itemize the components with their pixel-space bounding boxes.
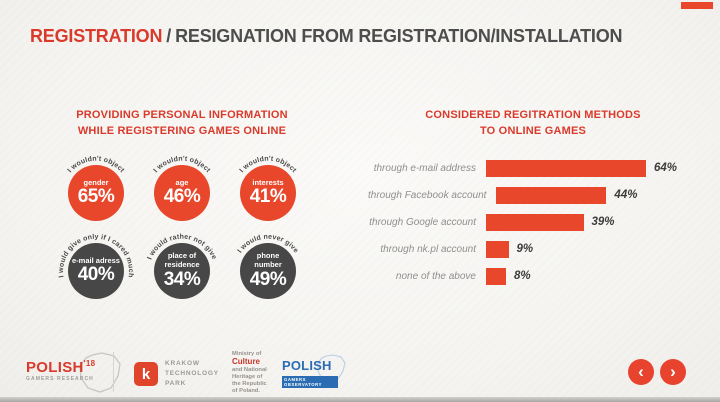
bar-label-google: through Google account	[369, 216, 476, 228]
next-slide-button[interactable]: ›	[660, 359, 686, 385]
polish-gamers-observatory-logo: POLISH GAMERS OBSERVATORY	[282, 354, 346, 391]
bubble-phone-value: 49%	[249, 268, 287, 290]
ministry-line2: Culture	[232, 357, 260, 367]
prev-slide-button[interactable]: ‹	[628, 359, 654, 385]
bubble-interests-label: interests	[252, 177, 284, 187]
bubble-gender-value: 65%	[77, 186, 115, 208]
bubble-gender: gender 65%	[68, 164, 124, 221]
bubble-interests-value: 41%	[249, 186, 287, 208]
circle-age: I wouldn't object age 46%	[139, 146, 225, 223]
bar-value-none: 8%	[514, 270, 531, 283]
circle-email: I would give only if I cared much e-mail…	[53, 224, 139, 301]
bar-facebook	[496, 186, 607, 204]
ministry-line3: and National	[232, 366, 267, 373]
bubble-phone: phone number 49%	[240, 242, 296, 299]
bar-label-nkpl: through nk.pl account	[380, 243, 476, 255]
bubble-residence-value: 34%	[163, 268, 201, 290]
bubble-phone-label: phone number	[254, 251, 282, 269]
ktp-line3: PARK	[165, 380, 187, 388]
pgr-logo-year: '18	[83, 359, 96, 368]
krakow-technology-park-logo: k KRAKOW TECHNOLOGY PARK	[134, 359, 219, 389]
bar-google	[486, 213, 584, 231]
bar-email	[486, 159, 646, 177]
pgr-logo-name: POLISH'18	[26, 359, 96, 376]
registration-methods-title-line1: CONSIDERED REGITRATION METHODS	[425, 109, 641, 121]
slide-nav: ‹ ›	[628, 359, 686, 385]
bubble-interests: interests 41%	[240, 164, 296, 221]
bubble-residence-label: place of residence	[164, 251, 200, 269]
ministry-line1: Ministry of	[232, 351, 262, 357]
bar-nkpl	[486, 240, 509, 258]
ktp-k-icon: k	[134, 362, 158, 387]
personal-info-title-line2: WHILE REGISTERING GAMES ONLINE	[77, 124, 287, 137]
bubble-email-label: e-mail adress	[72, 255, 120, 265]
circle-grid: I wouldn't object gender 65% I wouldn't …	[36, 146, 328, 301]
ktp-logo-text: KRAKOW TECHNOLOGY PARK	[165, 359, 219, 389]
ktp-line2: TECHNOLOGY	[165, 370, 219, 378]
bar-row-nkpl: through nk.pl account 9%	[368, 240, 698, 258]
bubble-residence: place of residence 34%	[154, 242, 210, 299]
pgo-logo-name: POLISH	[282, 358, 332, 373]
footer-divider	[113, 352, 114, 392]
registration-methods-section: CONSIDERED REGITRATION METHODS TO ONLINE…	[368, 108, 698, 285]
bar-value-facebook: 44%	[614, 189, 638, 202]
bubble-age-value: 46%	[163, 186, 201, 208]
circle-interests: I wouldn't object interests 41%	[225, 146, 311, 223]
bar-row-email: through e-mail address 64%	[368, 159, 698, 177]
bar-chart: through e-mail address 64% through Faceb…	[368, 159, 698, 285]
bar-row-google: through Google account 39%	[368, 213, 698, 231]
bar-label-facebook: through Facebook account	[368, 189, 487, 201]
circle-gender: I wouldn't object gender 65%	[53, 146, 139, 223]
bubble-age: age 46%	[154, 164, 210, 221]
bar-row-none: none of the above 8%	[368, 267, 698, 285]
circle-phone: I would never give phone number 49%	[225, 224, 311, 301]
bubble-email-value: 40%	[77, 264, 115, 286]
personal-info-title: PROVIDING PERSONAL INFORMATION WHILE REG…	[36, 108, 328, 140]
bar-row-facebook: through Facebook account 44%	[368, 186, 698, 204]
ktp-line1: KRAKOW	[165, 360, 200, 367]
personal-info-section: PROVIDING PERSONAL INFORMATION WHILE REG…	[36, 108, 328, 301]
page-title-separator: /	[166, 26, 172, 46]
bubble-gender-label: gender	[83, 177, 109, 187]
ministry-line6: of Poland.	[232, 388, 261, 395]
polish-gamers-research-logo: POLISH'18 GAMERS RESEARCH	[26, 352, 122, 394]
ministry-line5: the Republic	[232, 380, 267, 387]
bubble-age-label: age	[175, 177, 189, 187]
bar-label-none: none of the above	[395, 270, 476, 282]
bar-none	[486, 267, 506, 285]
registration-methods-title: CONSIDERED REGITRATION METHODS TO ONLINE…	[368, 108, 698, 140]
poland-map-icon	[79, 352, 121, 393]
bar-value-email: 64%	[654, 162, 678, 175]
page-title-highlight: REGISTRATION	[30, 26, 163, 46]
page-title-rest: RESIGNATION FROM REGISTRATION/INSTALLATI…	[175, 26, 623, 46]
bubble-email: e-mail adress 40%	[68, 242, 124, 299]
page-title: REGISTRATION / RESIGNATION FROM REGISTRATI…	[30, 26, 623, 47]
circle-residence: I would rather not give place of residen…	[139, 224, 225, 301]
bar-value-google: 39%	[591, 216, 615, 229]
bar-value-nkpl: 9%	[516, 243, 534, 256]
pgr-logo-sub: GAMERS RESEARCH	[26, 376, 94, 382]
ministry-line4: Heritage of	[232, 373, 263, 380]
registration-methods-title-line2: TO ONLINE GAMES	[479, 124, 587, 137]
bar-label-email: through e-mail address	[373, 162, 476, 174]
personal-info-title-line1: PROVIDING PERSONAL INFORMATION	[76, 109, 288, 121]
ministry-of-culture-logo: Ministry of Culture and National Heritag…	[232, 351, 267, 395]
pgo-logo-sub: GAMERS OBSERVATORY	[282, 376, 338, 388]
corner-accent-bar	[681, 2, 713, 9]
